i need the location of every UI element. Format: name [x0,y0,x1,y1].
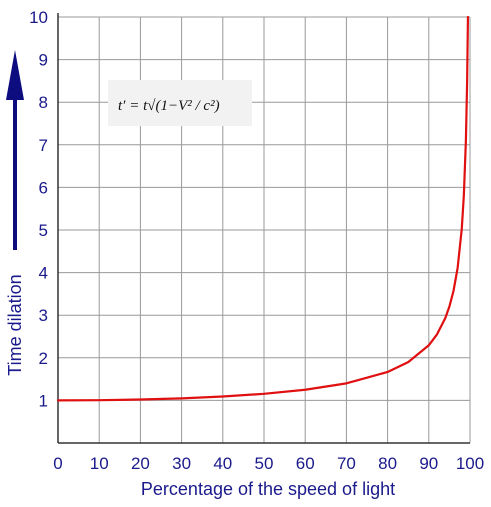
y-tick-label: 7 [39,136,48,155]
x-tick-label: 50 [255,454,274,473]
x-tick-label: 60 [296,454,315,473]
y-tick-label: 2 [39,349,48,368]
series-line [56,15,470,402]
y-tick-label: 9 [39,51,48,70]
y-tick-labels: 1 2 3 4 5 6 7 8 9 10 [29,8,48,410]
y-axis-label: Time dilation [5,274,25,375]
x-tick-label: 30 [172,454,191,473]
x-tick-label: 80 [378,454,397,473]
x-axis-label: Percentage of the speed of light [141,479,395,499]
y-tick-label: 3 [39,306,48,325]
y-tick-label: 5 [39,221,48,240]
formula-box: t′ = t√(1−V² / c²) [108,80,252,126]
arrow-head-icon [6,50,24,100]
y-tick-label: 8 [39,93,48,112]
x-tick-label: 90 [419,454,438,473]
x-tick-label: 20 [131,454,150,473]
x-tick-label: 100 [456,454,484,473]
x-tick-labels: 0 10 20 30 40 50 60 70 80 90 100 [53,454,484,473]
y-tick-label: 1 [39,391,48,410]
series-group [56,15,470,402]
y-tick-label: 6 [39,178,48,197]
grid [57,13,471,444]
y-tick-label: 10 [29,8,48,27]
x-tick-label: 70 [337,454,356,473]
x-tick-label: 10 [90,454,109,473]
formula: t′ = t√(1−V² / c²) [118,98,220,114]
y-axis-arrow [6,50,24,250]
x-tick-label: 0 [53,454,62,473]
arrow-shaft [13,90,17,250]
y-tick-label: 4 [39,264,48,283]
x-tick-label: 40 [213,454,232,473]
